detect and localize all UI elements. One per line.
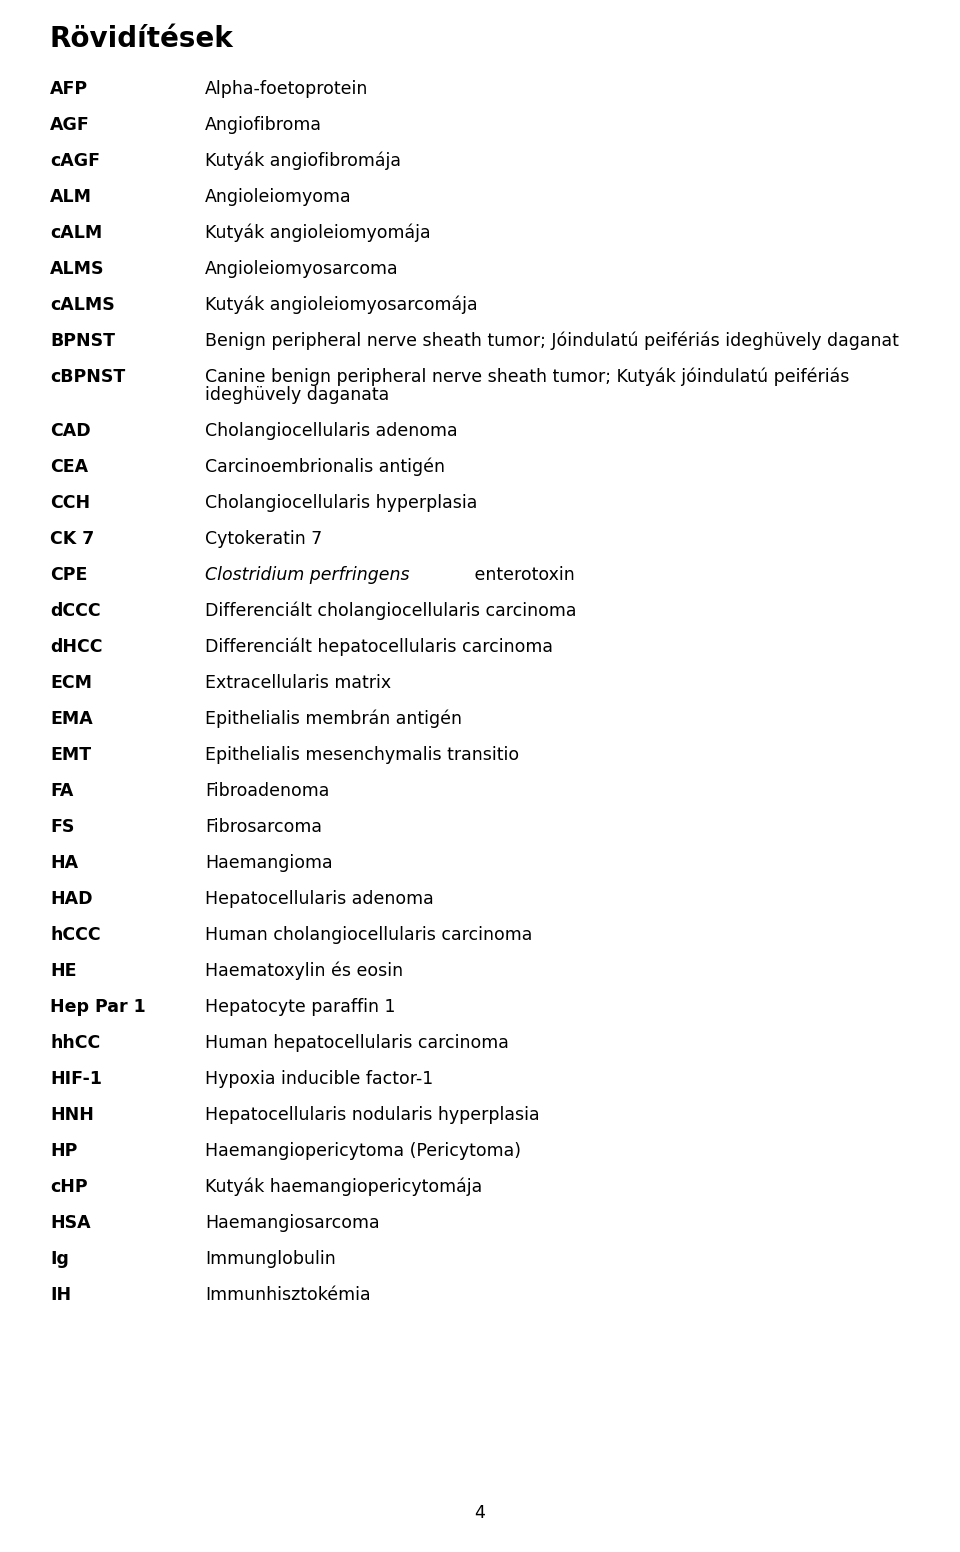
Text: Haematoxylin és eosin: Haematoxylin és eosin bbox=[205, 962, 403, 981]
Text: Hepatocellularis nodularis hyperplasia: Hepatocellularis nodularis hyperplasia bbox=[205, 1107, 540, 1124]
Text: HSA: HSA bbox=[50, 1214, 90, 1232]
Text: HIF-1: HIF-1 bbox=[50, 1069, 102, 1088]
Text: EMA: EMA bbox=[50, 709, 93, 728]
Text: Angioleiomyosarcoma: Angioleiomyosarcoma bbox=[205, 261, 398, 278]
Text: Haemangiosarcoma: Haemangiosarcoma bbox=[205, 1214, 379, 1232]
Text: Hep Par 1: Hep Par 1 bbox=[50, 998, 146, 1017]
Text: cALM: cALM bbox=[50, 223, 103, 242]
Text: Fibroadenoma: Fibroadenoma bbox=[205, 782, 329, 799]
Text: Ig: Ig bbox=[50, 1249, 69, 1268]
Text: Carcinoembrionalis antigén: Carcinoembrionalis antigén bbox=[205, 458, 445, 476]
Text: Kutyák angiofibromája: Kutyák angiofibromája bbox=[205, 152, 401, 171]
Text: Cholangiocellularis adenoma: Cholangiocellularis adenoma bbox=[205, 422, 458, 441]
Text: ideghüvely daganata: ideghüvely daganata bbox=[205, 386, 389, 404]
Text: Clostridium perfringens: Clostridium perfringens bbox=[205, 566, 410, 584]
Text: ALMS: ALMS bbox=[50, 261, 105, 278]
Text: HAD: HAD bbox=[50, 889, 92, 908]
Text: EMT: EMT bbox=[50, 747, 91, 764]
Text: Differenciált hepatocellularis carcinoma: Differenciált hepatocellularis carcinoma bbox=[205, 638, 553, 656]
Text: Hepatocellularis adenoma: Hepatocellularis adenoma bbox=[205, 889, 434, 908]
Text: dHCC: dHCC bbox=[50, 638, 103, 656]
Text: Immunhisztokémia: Immunhisztokémia bbox=[205, 1287, 371, 1304]
Text: Fibrosarcoma: Fibrosarcoma bbox=[205, 818, 322, 837]
Text: CPE: CPE bbox=[50, 566, 87, 584]
Text: Hypoxia inducible factor-1: Hypoxia inducible factor-1 bbox=[205, 1069, 433, 1088]
Text: ECM: ECM bbox=[50, 674, 92, 692]
Text: Haemangiopericytoma (Pericytoma): Haemangiopericytoma (Pericytoma) bbox=[205, 1142, 521, 1159]
Text: enterotoxin: enterotoxin bbox=[468, 566, 575, 584]
Text: CCH: CCH bbox=[50, 494, 90, 512]
Text: Hepatocyte paraffin 1: Hepatocyte paraffin 1 bbox=[205, 998, 396, 1017]
Text: Kutyák angioleiomyosarcomája: Kutyák angioleiomyosarcomája bbox=[205, 296, 478, 315]
Text: Epithelialis mesenchymalis transitio: Epithelialis mesenchymalis transitio bbox=[205, 747, 519, 764]
Text: HNH: HNH bbox=[50, 1107, 94, 1124]
Text: Cholangiocellularis hyperplasia: Cholangiocellularis hyperplasia bbox=[205, 494, 477, 512]
Text: Kutyák haemangiopericytomája: Kutyák haemangiopericytomája bbox=[205, 1178, 482, 1197]
Text: Angiofibroma: Angiofibroma bbox=[205, 116, 322, 133]
Text: Haemangioma: Haemangioma bbox=[205, 854, 332, 872]
Text: Immunglobulin: Immunglobulin bbox=[205, 1249, 336, 1268]
Text: AFP: AFP bbox=[50, 81, 88, 98]
Text: Alpha-foetoprotein: Alpha-foetoprotein bbox=[205, 81, 369, 98]
Text: Extracellularis matrix: Extracellularis matrix bbox=[205, 674, 391, 692]
Text: cAGF: cAGF bbox=[50, 152, 100, 171]
Text: 4: 4 bbox=[474, 1504, 486, 1523]
Text: Rövidítések: Rövidítések bbox=[50, 25, 233, 53]
Text: HA: HA bbox=[50, 854, 78, 872]
Text: CAD: CAD bbox=[50, 422, 90, 441]
Text: IH: IH bbox=[50, 1287, 71, 1304]
Text: cBPNST: cBPNST bbox=[50, 368, 125, 386]
Text: Kutyák angioleiomyomája: Kutyák angioleiomyomája bbox=[205, 223, 431, 242]
Text: Differenciált cholangiocellularis carcinoma: Differenciált cholangiocellularis carcin… bbox=[205, 602, 577, 621]
Text: FS: FS bbox=[50, 818, 74, 837]
Text: cALMS: cALMS bbox=[50, 296, 115, 314]
Text: AGF: AGF bbox=[50, 116, 89, 133]
Text: CK 7: CK 7 bbox=[50, 529, 94, 548]
Text: Epithelialis membrán antigén: Epithelialis membrán antigén bbox=[205, 709, 462, 728]
Text: CEA: CEA bbox=[50, 458, 88, 476]
Text: hhCC: hhCC bbox=[50, 1034, 100, 1052]
Text: hCCC: hCCC bbox=[50, 927, 101, 944]
Text: Benign peripheral nerve sheath tumor; Jóindulatú peifériás ideghüvely daganat: Benign peripheral nerve sheath tumor; Jó… bbox=[205, 332, 899, 351]
Text: FA: FA bbox=[50, 782, 73, 799]
Text: Angioleiomyoma: Angioleiomyoma bbox=[205, 188, 351, 206]
Text: cHP: cHP bbox=[50, 1178, 87, 1197]
Text: BPNST: BPNST bbox=[50, 332, 115, 351]
Text: HP: HP bbox=[50, 1142, 78, 1159]
Text: Canine benign peripheral nerve sheath tumor; Kutyák jóindulatú peifériás: Canine benign peripheral nerve sheath tu… bbox=[205, 368, 850, 386]
Text: Cytokeratin 7: Cytokeratin 7 bbox=[205, 529, 323, 548]
Text: HE: HE bbox=[50, 962, 77, 979]
Text: Human hepatocellularis carcinoma: Human hepatocellularis carcinoma bbox=[205, 1034, 509, 1052]
Text: ALM: ALM bbox=[50, 188, 92, 206]
Text: Human cholangiocellularis carcinoma: Human cholangiocellularis carcinoma bbox=[205, 927, 533, 944]
Text: dCCC: dCCC bbox=[50, 602, 101, 619]
